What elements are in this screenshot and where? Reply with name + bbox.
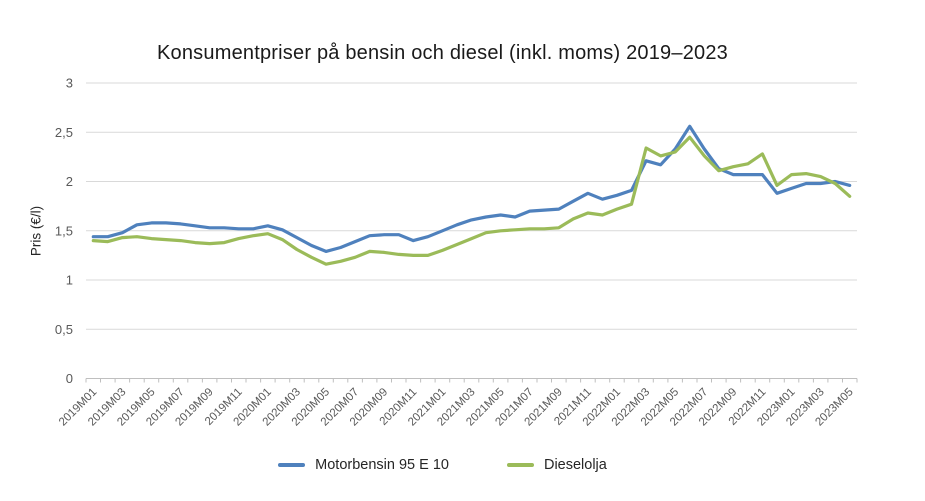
y-tick-label: 3 <box>66 76 73 91</box>
legend-item-dieselolja: Dieselolja <box>506 457 607 473</box>
y-tick-label: 0 <box>66 371 73 386</box>
y-tick-label: 2 <box>66 174 73 189</box>
series-line-0 <box>91 124 852 253</box>
chart-title: Konsumentpriser på bensin och diesel (in… <box>157 42 728 64</box>
y-tick-label: 2,5 <box>55 125 73 140</box>
legend-line-swatch-dieselolja <box>506 463 534 467</box>
y-tick-label: 0,5 <box>55 322 73 337</box>
legend-label-dieselolja: Dieselolja <box>543 457 607 473</box>
y-tick-label: 1 <box>66 273 73 288</box>
legend-item-motorbensin: Motorbensin 95 E 10 <box>278 457 449 473</box>
y-tick-label: 1,5 <box>55 223 73 238</box>
chart-legend: Motorbensin 95 E 10 Dieselolja <box>0 457 885 473</box>
series-line-1 <box>91 135 852 266</box>
legend-label-motorbensin: Motorbensin 95 E 10 <box>315 457 449 473</box>
legend-line-swatch-motorbensin <box>278 463 306 467</box>
